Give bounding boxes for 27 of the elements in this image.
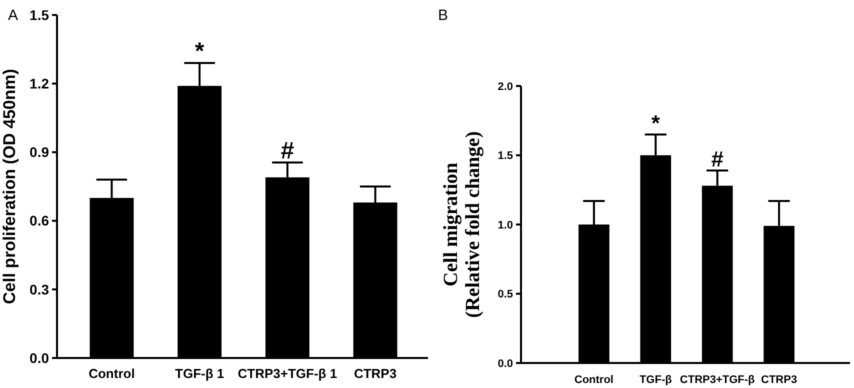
y-tick-label: 2.0 — [498, 80, 513, 93]
y-tick-label: 1.5 — [30, 6, 50, 23]
y-tick-label: 0.6 — [30, 212, 50, 229]
y-tick-label: 1.5 — [498, 150, 513, 162]
y-axis-title: Cell proliferation (OD 450nm) — [0, 68, 19, 304]
annotation: * — [651, 110, 660, 136]
annotation: # — [711, 146, 724, 172]
y-tick-label: 0.9 — [30, 144, 50, 160]
chart-title: B — [438, 7, 448, 24]
y-tick-label: 0.3 — [30, 281, 50, 298]
x-tick-label: CTRP3 — [761, 374, 798, 386]
x-tick-label: Control — [574, 374, 614, 386]
annotation: * — [194, 38, 205, 66]
x-tick-label: TGF-β — [639, 374, 672, 386]
y-tick-label: 0.5 — [498, 288, 513, 301]
y-tick-label: 0.0 — [498, 358, 513, 370]
y-tick-label: 0.0 — [30, 350, 50, 366]
x-tick-label: Control — [88, 366, 135, 381]
x-tick-label: CTRP3+TGF-β — [680, 374, 756, 386]
x-tick-label: TGF-β 1 — [175, 366, 224, 381]
x-tick-label: CTRP3+TGF-β 1 — [238, 366, 338, 381]
y-tick-label: 1.2 — [30, 76, 50, 92]
y-axis-title: Cell migration (Relative fold change) — [440, 131, 484, 318]
chart-title: A — [8, 7, 18, 24]
annotation: # — [280, 137, 294, 164]
x-tick-label: CTRP3 — [354, 366, 397, 381]
y-tick-label: 1.0 — [498, 219, 513, 232]
